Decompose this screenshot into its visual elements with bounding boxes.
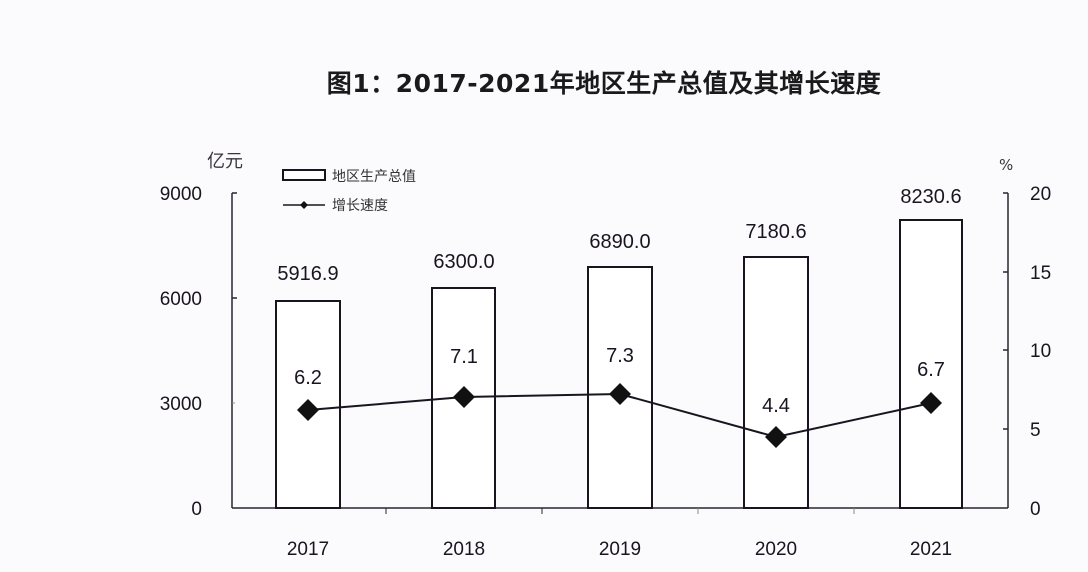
marker-2020 [765,426,787,448]
x-axis: 2017 2018 2019 2020 2021 [232,507,1008,560]
right-tick-20: 20 [1030,184,1051,205]
right-tick-0: 0 [1030,499,1041,520]
bar-2020 [743,256,809,509]
left-axis-unit: 亿元 [207,151,243,172]
left-axis: 亿元 0 3000 6000 9000 [160,151,243,520]
line-value-2018: 7.1 [450,346,478,368]
legend: 地区生产总值 增长速度 [282,169,416,214]
right-axis-unit: % [999,156,1013,174]
right-axis: % 0 5 10 15 20 [999,156,1051,520]
line-value-2019: 7.3 [606,345,634,367]
right-tick-15: 15 [1030,263,1051,284]
bar-value-2021: 8230.6 [900,186,961,208]
line-series: 6.2 7.1 7.3 4.4 6.7 [294,345,945,448]
chart-title: 图1：2017-2021年地区生产总值及其增长速度 [326,69,882,98]
line-value-2021: 6.7 [917,359,945,381]
left-tick-9000: 9000 [160,184,202,205]
marker-2019 [609,383,631,405]
left-tick-3000: 3000 [160,394,202,415]
right-tick-10: 10 [1030,341,1051,362]
legend-bar-swatch [282,169,326,181]
bar-value-2018: 6300.0 [433,251,494,273]
marker-2021 [920,392,942,414]
line-value-2020: 4.4 [762,395,790,417]
marker-2018 [453,386,475,408]
legend-line-label: 增长速度 [332,198,388,214]
x-label-2020: 2020 [755,539,797,560]
line-value-2017: 6.2 [294,367,322,389]
marker-2017 [297,399,319,421]
bar-value-2020: 7180.6 [745,221,806,243]
right-tick-5: 5 [1030,420,1041,441]
x-label-2019: 2019 [599,539,641,560]
bar-value-2019: 6890.0 [589,231,650,253]
left-tick-0: 0 [191,499,202,520]
legend-bar-label: 地区生产总值 [332,169,416,185]
bar-2021 [899,219,963,509]
x-label-2021: 2021 [910,539,952,560]
left-tick-6000: 6000 [160,289,202,310]
bar-value-2017: 5916.9 [277,263,338,285]
legend-line-marker-icon [300,201,308,209]
x-label-2018: 2018 [443,539,485,560]
x-label-2017: 2017 [287,539,329,560]
